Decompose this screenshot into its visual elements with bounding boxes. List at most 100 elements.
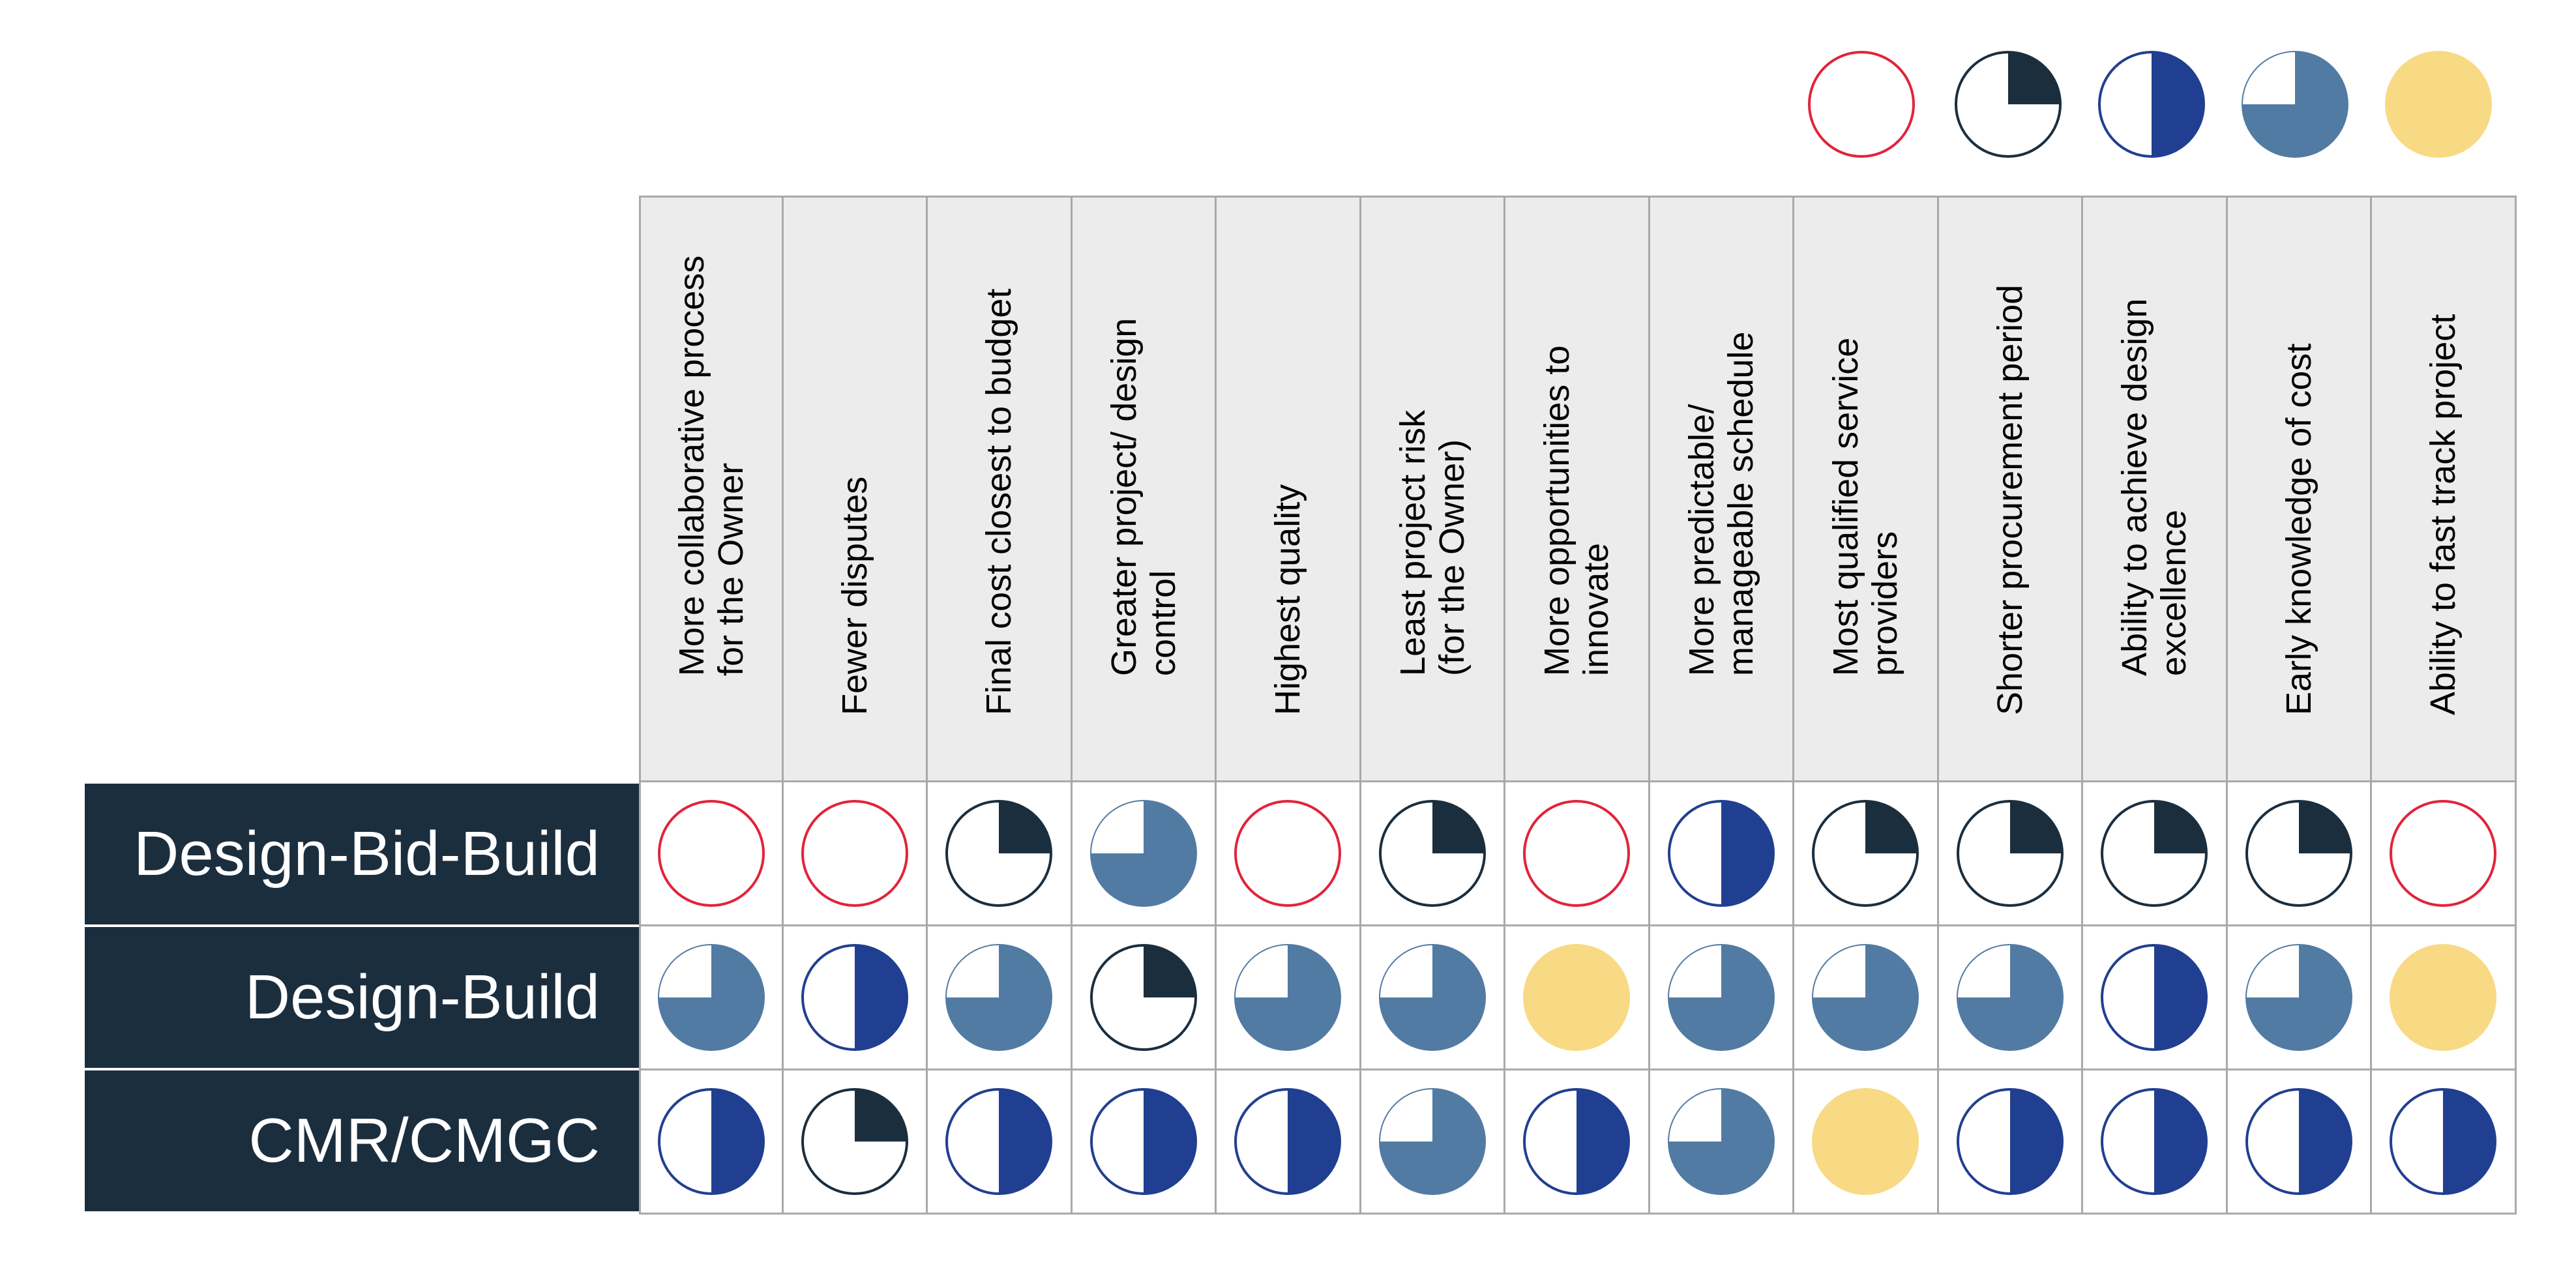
column-header-label: Fewer disputes (835, 476, 874, 715)
column-header-label: More opportunities to innovate (1537, 345, 1616, 676)
rating-cell (2083, 926, 2228, 1070)
legend-item-three-quarter (2240, 49, 2350, 160)
column-header-label: Early knowledge of cost (2279, 343, 2318, 715)
row-label: Design-Build (85, 927, 639, 1068)
rating-cell (639, 926, 784, 1070)
legend-item-quarter (1953, 49, 2064, 160)
rating-cell (783, 782, 928, 926)
column-header: More collaborative process for the Owner (639, 196, 784, 782)
column-header-label: Least project risk (for the Owner) (1393, 409, 1472, 676)
rating-cell (1361, 782, 1505, 926)
half-rating-icon (2245, 1088, 2352, 1195)
rating-cell (928, 1070, 1073, 1215)
column-header-label: Final cost closest to budget (979, 288, 1019, 715)
full-rating-icon (1523, 944, 1631, 1051)
half-rating-icon (657, 1088, 765, 1195)
rating-cell (928, 926, 1073, 1070)
quarter-rating-icon (1378, 800, 1486, 907)
rating-cell (1938, 1070, 2083, 1215)
rating-cell (783, 1070, 928, 1215)
rating-cell (1072, 782, 1217, 926)
half-rating-icon (2390, 1088, 2497, 1195)
half-rating-icon (801, 944, 908, 1051)
three-quarter-rating-icon (1378, 1088, 1486, 1195)
rating-cell (1794, 1070, 1939, 1215)
quarter-rating-icon (1812, 800, 1919, 907)
three-quarter-rating-icon (1956, 944, 2064, 1051)
half-rating-icon (1667, 800, 1775, 907)
column-header-label: Greater project/ design control (1104, 317, 1183, 676)
full-rating-icon (2385, 51, 2492, 158)
empty-rating-icon (1523, 800, 1631, 907)
legend-item-half (2096, 49, 2207, 160)
empty-rating-icon (801, 800, 908, 907)
rating-cell (2372, 1070, 2517, 1215)
quarter-rating-icon (1955, 51, 2062, 158)
column-header: Final cost closest to budget (928, 196, 1073, 782)
legend-item-empty (1806, 49, 1917, 160)
column-header: Most qualified service providers (1794, 196, 1939, 782)
column-header-label: Highest quality (1268, 484, 1308, 715)
rating-cell (2227, 926, 2372, 1070)
rating-cell (2083, 1070, 2228, 1215)
rating-cell (1361, 1070, 1505, 1215)
empty-rating-icon (657, 800, 765, 907)
rating-cell (1650, 926, 1794, 1070)
three-quarter-rating-icon (945, 944, 1053, 1051)
three-quarter-rating-icon (1812, 944, 1919, 1051)
column-header: Highest quality (1217, 196, 1361, 782)
column-header: Greater project/ design control (1072, 196, 1217, 782)
three-quarter-rating-icon (1667, 944, 1775, 1051)
half-rating-icon (2101, 1088, 2208, 1195)
empty-rating-icon (2390, 800, 2497, 907)
half-rating-icon (945, 1088, 1053, 1195)
half-rating-icon (1523, 1088, 1631, 1195)
empty-rating-icon (1234, 800, 1342, 907)
column-header-label: More collaborative process for the Owner (672, 255, 750, 676)
column-header-label: Shorter procurement period (1990, 284, 2030, 715)
rating-cell (783, 926, 928, 1070)
quarter-rating-icon (945, 800, 1053, 907)
three-quarter-rating-icon (2245, 944, 2352, 1051)
rating-cell (1505, 782, 1650, 926)
rating-cell (1217, 926, 1361, 1070)
three-quarter-rating-icon (2242, 51, 2348, 158)
rating-cell (1938, 782, 2083, 926)
rating-cell (1650, 1070, 1794, 1215)
quarter-rating-icon (1089, 944, 1197, 1051)
rating-cell (1217, 1070, 1361, 1215)
column-header: Ability to achieve design excellence (2083, 196, 2228, 782)
rating-cell (1072, 926, 1217, 1070)
column-header-row: More collaborative process for the Owner… (639, 196, 2517, 782)
column-header: Least project risk (for the Owner) (1361, 196, 1505, 782)
rating-cell (2372, 926, 2517, 1070)
rating-cell (1650, 782, 1794, 926)
rating-cell (1794, 782, 1939, 926)
rating-legend (0, 0, 2576, 183)
rating-cell (639, 782, 784, 926)
half-rating-icon (1956, 1088, 2064, 1195)
column-header-label: Ability to fast track project (2423, 314, 2463, 715)
rating-cell (1072, 1070, 1217, 1215)
three-quarter-rating-icon (1378, 944, 1486, 1051)
column-header: Ability to fast track project (2372, 196, 2517, 782)
legend-item-full (2383, 49, 2494, 160)
rating-cell (1361, 926, 1505, 1070)
matrix-row (639, 1070, 2517, 1215)
column-header: Early knowledge of cost (2227, 196, 2372, 782)
half-rating-icon (2098, 51, 2205, 158)
full-rating-icon (1812, 1088, 1919, 1195)
half-rating-icon (1089, 1088, 1197, 1195)
column-header-label: Most qualified service providers (1826, 337, 1905, 676)
rating-cell (1217, 782, 1361, 926)
quarter-rating-icon (1956, 800, 2064, 907)
rating-cell (2083, 782, 2228, 926)
half-rating-icon (2101, 944, 2208, 1051)
column-header: More predictable/ manageable schedule (1650, 196, 1794, 782)
rating-cell (2227, 1070, 2372, 1215)
half-rating-icon (1234, 1088, 1342, 1195)
column-header: Fewer disputes (783, 196, 928, 782)
rating-cell (1938, 926, 2083, 1070)
three-quarter-rating-icon (657, 944, 765, 1051)
three-quarter-rating-icon (1089, 800, 1197, 907)
